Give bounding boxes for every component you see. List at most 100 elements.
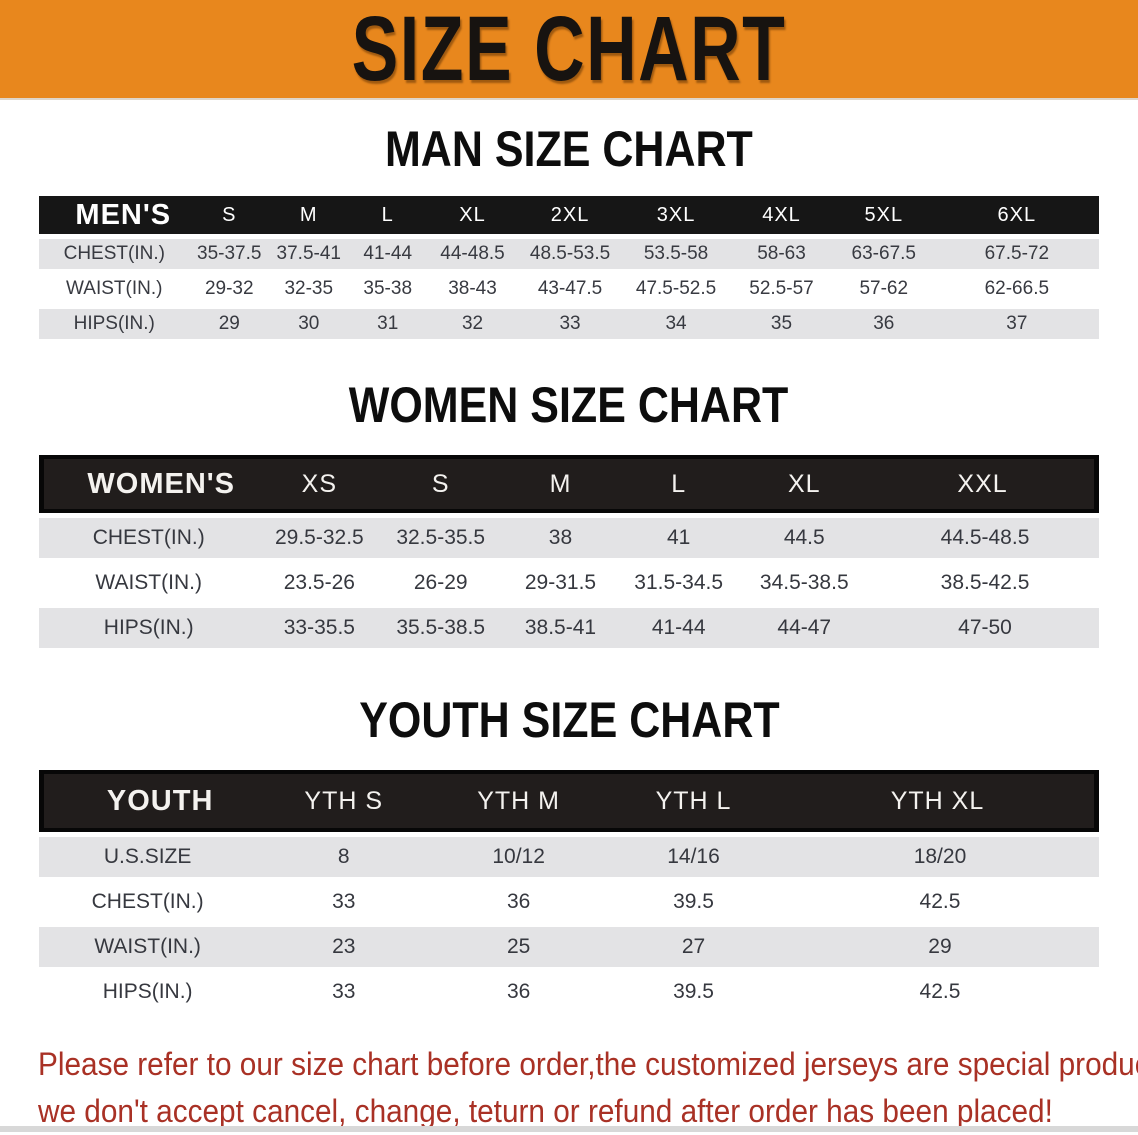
- row-label: CHEST(IN.): [39, 239, 190, 269]
- size-column-header: YTH L: [606, 770, 781, 832]
- table-header-label: YOUTH: [39, 770, 257, 832]
- table-header-row: WOMEN'S XS S M L XL XXL: [39, 455, 1099, 513]
- size-chart-banner: SIZE CHART: [0, 0, 1138, 100]
- size-value-cell: 29-32: [189, 274, 270, 304]
- size-value-cell: 35.5-38.5: [380, 608, 502, 648]
- size-column-header: YTH S: [256, 770, 432, 832]
- size-value-cell: 23: [256, 927, 432, 967]
- table-row: CHEST(IN.) 33 36 39.5 42.5: [39, 882, 1099, 922]
- size-value-cell: 33: [256, 882, 432, 922]
- size-column-header: L: [348, 196, 427, 234]
- size-value-cell: 38: [501, 518, 620, 558]
- size-value-cell: 25: [431, 927, 607, 967]
- size-column-header: 3XL: [621, 196, 731, 234]
- size-value-cell: 48.5-53.5: [518, 239, 622, 269]
- size-column-header: L: [619, 455, 738, 513]
- size-value-cell: 33-35.5: [258, 608, 381, 648]
- size-column-header: S: [189, 196, 270, 234]
- size-value-cell: 37: [934, 309, 1099, 339]
- table-row: WAIST(IN.) 29-32 32-35 35-38 38-43 43-47.5 47.…: [39, 274, 1099, 304]
- women-section-heading-text: WOMEN SIZE CHART: [349, 377, 789, 433]
- size-value-cell: 35-37.5: [189, 239, 270, 269]
- row-label: HIPS(IN.): [39, 309, 190, 339]
- row-label: CHEST(IN.): [39, 882, 257, 922]
- size-value-cell: 35: [730, 309, 833, 339]
- size-value-cell: 30: [269, 309, 349, 339]
- row-label: WAIST(IN.): [39, 927, 257, 967]
- size-value-cell: 33: [256, 972, 432, 1012]
- size-value-cell: 38-43: [426, 274, 519, 304]
- table-row: HIPS(IN.) 29 30 31 32 33 34 35 36 37: [39, 309, 1099, 339]
- size-value-cell: 57-62: [832, 274, 935, 304]
- size-value-cell: 31.5-34.5: [619, 563, 738, 603]
- disclaimer-line-2: we don't accept cancel, change, teturn o…: [38, 1093, 1053, 1129]
- size-value-cell: 23.5-26: [258, 563, 381, 603]
- banner-title: SIZE CHART: [351, 0, 787, 100]
- size-value-cell: 32-35: [269, 274, 349, 304]
- size-value-cell: 36: [431, 882, 607, 922]
- womens-size-table: WOMEN'S XS S M L XL XXL CHEST(IN.) 29.5-32.5 32.5…: [39, 450, 1099, 653]
- size-value-cell: 14/16: [606, 837, 781, 877]
- size-value-cell: 29: [189, 309, 270, 339]
- size-column-header: YTH M: [431, 770, 607, 832]
- row-label: HIPS(IN.): [39, 972, 257, 1012]
- size-value-cell: 42.5: [780, 972, 1099, 1012]
- size-value-cell: 41: [619, 518, 738, 558]
- size-column-header: M: [501, 455, 620, 513]
- row-label: CHEST(IN.): [39, 518, 259, 558]
- youth-section-heading-text: YOUTH SIZE CHART: [358, 692, 780, 748]
- size-value-cell: 27: [606, 927, 781, 967]
- size-column-header: 5XL: [832, 196, 935, 234]
- table-row: HIPS(IN.) 33-35.5 35.5-38.5 38.5-41 41-44 44-…: [39, 608, 1099, 648]
- size-value-cell: 29-31.5: [501, 563, 620, 603]
- size-value-cell: 32: [426, 309, 519, 339]
- mens-size-table: MEN'S S M L XL 2XL 3XL 4XL 5XL 6XL CHEST(IN.) 35-37…: [39, 191, 1099, 344]
- size-value-cell: 39.5: [606, 882, 781, 922]
- size-value-cell: 32.5-35.5: [380, 518, 502, 558]
- size-value-cell: 35-38: [348, 274, 427, 304]
- size-column-header: 4XL: [730, 196, 833, 234]
- row-label: WAIST(IN.): [39, 274, 190, 304]
- size-value-cell: 67.5-72: [934, 239, 1099, 269]
- size-column-header: YTH XL: [780, 770, 1099, 832]
- size-column-header: XL: [737, 455, 872, 513]
- size-value-cell: 39.5: [606, 972, 781, 1012]
- size-value-cell: 36: [832, 309, 935, 339]
- table-row: CHEST(IN.) 35-37.5 37.5-41 41-44 44-48.5 48.5…: [39, 239, 1099, 269]
- women-section-heading: WOMEN SIZE CHART: [0, 380, 1138, 430]
- table-header-row: YOUTH YTH S YTH M YTH L YTH XL: [39, 770, 1099, 832]
- size-value-cell: 44.5-48.5: [871, 518, 1099, 558]
- size-value-cell: 43-47.5: [518, 274, 622, 304]
- youth-section-heading: YOUTH SIZE CHART: [0, 695, 1138, 745]
- size-column-header: XL: [426, 196, 519, 234]
- size-value-cell: 10/12: [431, 837, 607, 877]
- size-value-cell: 41-44: [619, 608, 738, 648]
- row-label: U.S.SIZE: [39, 837, 257, 877]
- table-row: CHEST(IN.) 29.5-32.5 32.5-35.5 38 41 44.5 44.5…: [39, 518, 1099, 558]
- size-value-cell: 37.5-41: [269, 239, 349, 269]
- man-section-heading: MAN SIZE CHART: [0, 124, 1138, 174]
- table-header-row: MEN'S S M L XL 2XL 3XL 4XL 5XL 6XL: [39, 196, 1099, 234]
- table-row: WAIST(IN.) 23.5-26 26-29 29-31.5 31.5-34.5 34…: [39, 563, 1099, 603]
- size-column-header: S: [380, 455, 502, 513]
- man-section-heading-text: MAN SIZE CHART: [385, 121, 753, 177]
- disclaimer: Please refer to our size chart before or…: [38, 1041, 1138, 1135]
- size-value-cell: 62-66.5: [934, 274, 1099, 304]
- size-value-cell: 47-50: [871, 608, 1099, 648]
- size-value-cell: 44.5: [737, 518, 872, 558]
- size-value-cell: 63-67.5: [832, 239, 935, 269]
- table-row: U.S.SIZE 8 10/12 14/16 18/20: [39, 837, 1099, 877]
- size-value-cell: 34.5-38.5: [737, 563, 872, 603]
- size-value-cell: 31: [348, 309, 427, 339]
- size-value-cell: 33: [518, 309, 622, 339]
- size-value-cell: 44-47: [737, 608, 872, 648]
- size-value-cell: 38.5-42.5: [871, 563, 1099, 603]
- size-value-cell: 36: [431, 972, 607, 1012]
- size-value-cell: 44-48.5: [426, 239, 519, 269]
- size-column-header: XS: [258, 455, 381, 513]
- table-row: WAIST(IN.) 23 25 27 29: [39, 927, 1099, 967]
- size-column-header: M: [269, 196, 349, 234]
- table-header-label: WOMEN'S: [39, 455, 259, 513]
- size-column-header: 6XL: [934, 196, 1099, 234]
- size-value-cell: 58-63: [730, 239, 833, 269]
